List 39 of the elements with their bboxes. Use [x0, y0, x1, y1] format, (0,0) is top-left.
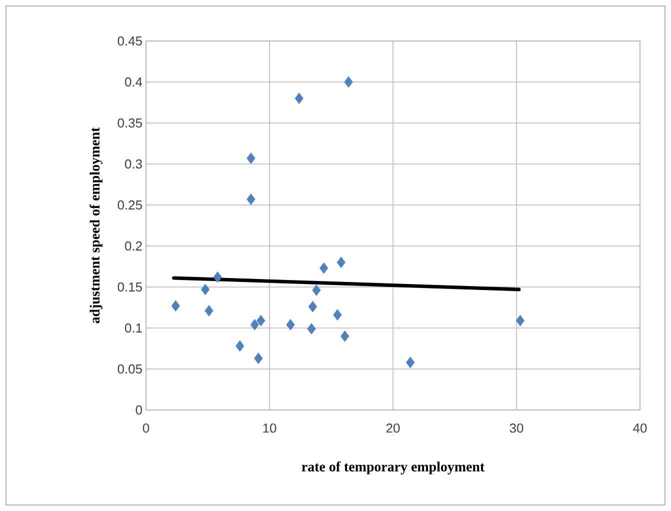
point: [286, 319, 295, 330]
point: [333, 309, 342, 321]
y-tick-label: 0.3: [124, 159, 142, 169]
point: [200, 284, 210, 296]
y-tick-label: 0: [136, 405, 142, 415]
point: [213, 271, 222, 283]
x-tick-label: 10: [263, 424, 276, 433]
point: [294, 92, 304, 104]
y-tick-label: 0.15: [118, 282, 142, 292]
point: [406, 356, 415, 368]
point: [312, 284, 321, 296]
x-tick-label: 40: [633, 424, 647, 433]
point: [256, 314, 266, 326]
y-tick-label: 0.05: [118, 364, 142, 374]
point: [516, 314, 525, 326]
y-tick-label: 0.4: [124, 77, 142, 87]
point: [320, 262, 328, 274]
y-tick-label: 0.2: [124, 241, 142, 251]
point: [307, 323, 316, 335]
y-tick-label: 0.45: [118, 36, 142, 46]
point: [308, 300, 318, 312]
y-axis-title: adjustment speed of employment: [90, 127, 102, 324]
x-tick-label: 0: [142, 424, 150, 433]
point: [344, 76, 353, 88]
y-tick-label: 0.1: [124, 323, 142, 333]
y-tick-label: 0.35: [118, 118, 142, 128]
point: [236, 340, 244, 352]
x-axis-title: rate of temporary employment: [302, 462, 485, 474]
point: [246, 152, 256, 164]
point: [340, 330, 350, 342]
point: [254, 352, 263, 364]
y-tick-label: 0.25: [118, 200, 142, 210]
point: [336, 256, 346, 268]
x-tick-label: 20: [386, 424, 400, 433]
point: [250, 319, 260, 330]
point: [246, 194, 256, 205]
point: [204, 305, 214, 316]
point: [171, 300, 180, 312]
x-tick-label: 30: [510, 424, 524, 433]
